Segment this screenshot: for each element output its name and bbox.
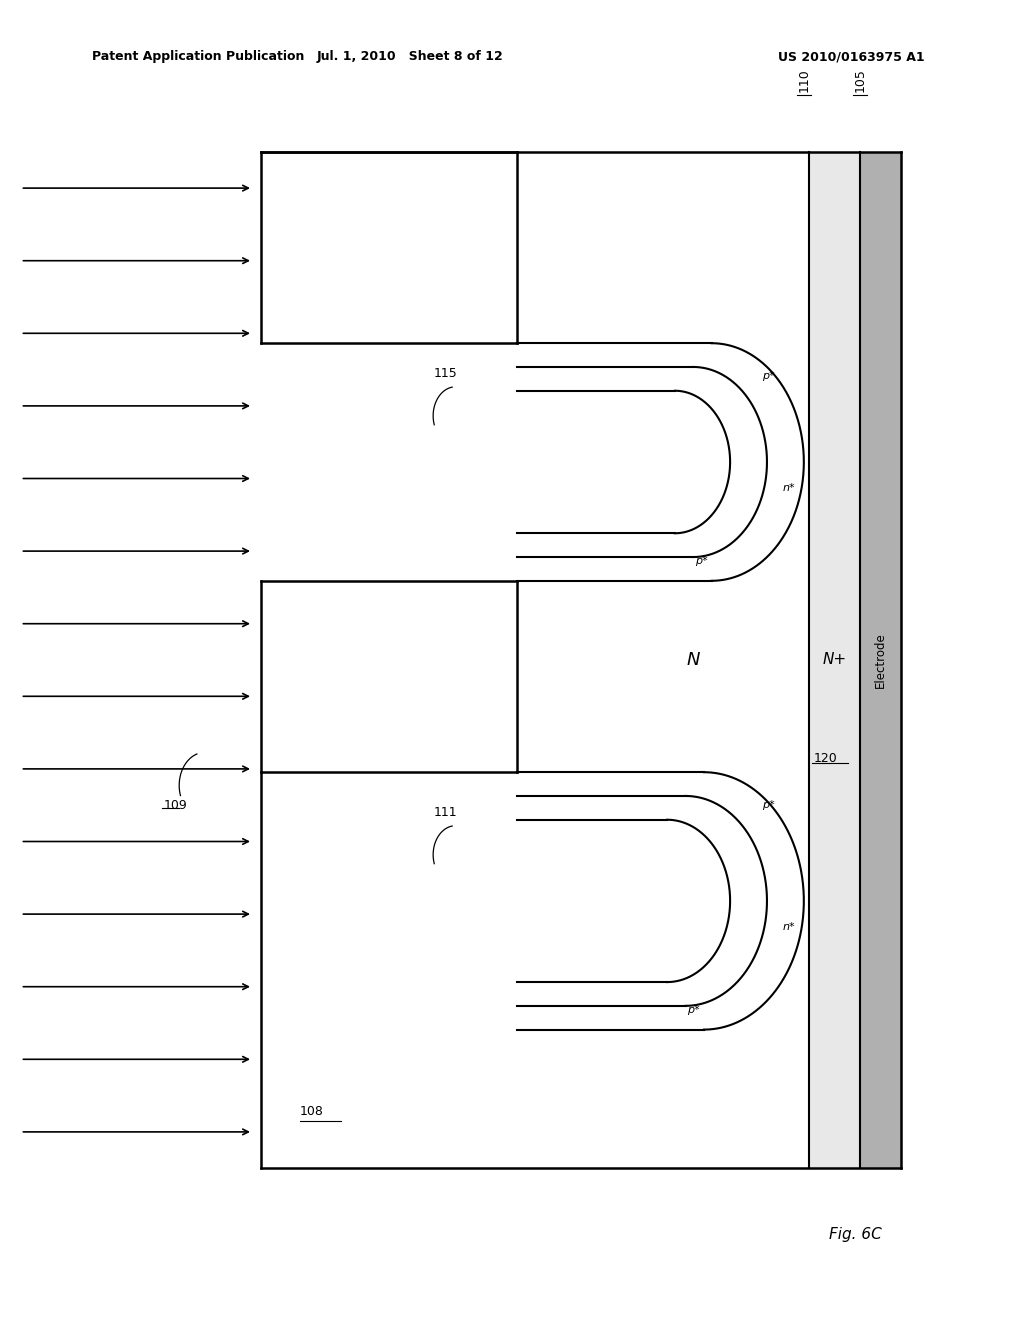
Text: 108: 108 xyxy=(300,1105,324,1118)
Text: N+: N+ xyxy=(822,652,847,668)
Text: Electrode: Electrode xyxy=(874,632,887,688)
Text: N: N xyxy=(687,651,700,669)
Text: 115: 115 xyxy=(433,367,458,380)
Text: US 2010/0163975 A1: US 2010/0163975 A1 xyxy=(778,50,925,63)
Text: 109: 109 xyxy=(164,799,187,812)
Text: 105: 105 xyxy=(854,69,866,92)
Text: p*: p* xyxy=(695,556,708,566)
Text: Fig. 6C: Fig. 6C xyxy=(828,1226,882,1242)
Text: 120: 120 xyxy=(814,752,838,766)
Bar xyxy=(809,152,860,1168)
Text: 111: 111 xyxy=(433,807,458,818)
Text: p*: p* xyxy=(687,1005,700,1015)
Text: n*: n* xyxy=(782,483,795,494)
Text: Jul. 1, 2010   Sheet 8 of 12: Jul. 1, 2010 Sheet 8 of 12 xyxy=(316,50,503,63)
Text: p*: p* xyxy=(762,371,774,381)
Text: n*: n* xyxy=(782,923,795,932)
Text: 110: 110 xyxy=(798,69,810,92)
Bar xyxy=(860,152,901,1168)
Text: Patent Application Publication: Patent Application Publication xyxy=(92,50,304,63)
Text: p*: p* xyxy=(762,800,774,810)
